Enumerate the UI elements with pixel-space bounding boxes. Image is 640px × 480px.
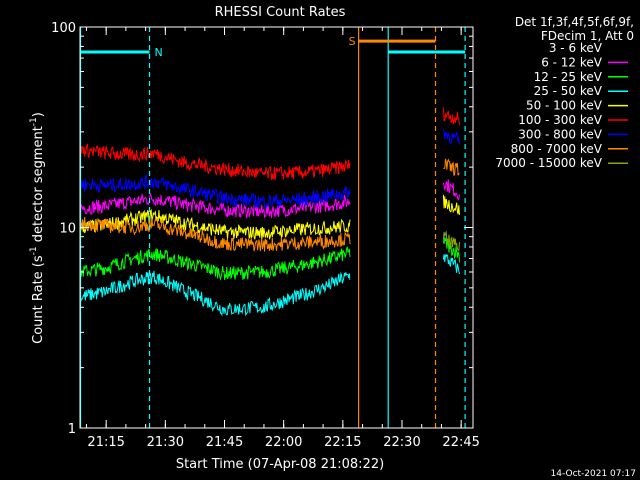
y-axis-label-mid: detector segment [31,126,46,246]
series-line-4-seg-1 [80,270,351,317]
y-tick-label-1: 1 [68,422,76,437]
series-line-5-seg-2 [442,194,460,215]
x-axis-label: Start Time (07-Apr-08 21:08:22) [176,457,384,472]
series-line-3-seg-2 [442,237,460,263]
series-line-7-seg-1 [80,173,351,209]
series-line-8-seg-2 [443,158,460,177]
marker-label-2: S [349,35,356,48]
series-layer [80,107,460,317]
series-line-6-seg-1 [80,143,351,181]
series-7 [80,129,460,209]
y-axis-label-sup2: -1 [29,117,39,126]
y-tick-label-3: 100 [51,21,76,36]
marker-label-1: N [155,46,163,59]
legend-label-8: 800 - 7000 keV [511,142,603,156]
x-tick-label-4: 22:00 [265,435,302,450]
series-line-4-seg-2 [442,254,460,275]
timestamp: 14-Oct-2021 07:17 [551,469,636,479]
series-6 [80,107,460,181]
series-line-2-seg-2 [442,179,460,201]
series-line-8-seg-1 [80,216,351,252]
legend-label-6: 100 - 300 keV [518,113,602,127]
y-tick-label-2: 10 [59,222,76,237]
series-line-6-seg-2 [442,107,460,125]
legend-header-line2: FDecim 1, Att 0 [541,29,634,43]
series-4 [80,254,460,317]
legend-label-3: 12 - 25 keV [534,70,603,84]
x-tick-label-5: 22:15 [324,435,361,450]
x-tick-label-2: 21:30 [147,435,184,450]
x-tick-label-3: 21:45 [206,435,243,450]
y-axis-label: Count Rate (s-1 detector segment-1) [29,112,46,344]
legend: Det 1f,3f,4f,5f,6f,9f, FDecim 1, Att 0 3… [495,15,634,170]
y-axis-label-main: Count Rate (s [31,255,46,344]
series-line-3-seg-1 [80,246,351,281]
legend-label-5: 50 - 100 keV [526,99,603,113]
y-axis-label-sup1: -1 [29,246,39,255]
x-tick-label-6: 22:30 [383,435,420,450]
legend-header-line1: Det 1f,3f,4f,5f,6f,9f, [515,15,634,29]
series-3 [80,237,460,281]
series-9 [442,230,460,253]
legend-label-4: 25 - 50 keV [534,84,603,98]
marker-layer: NS [79,27,466,428]
series-8 [80,158,460,252]
chart-title: RHESSI Count Rates [215,5,346,20]
series-line-7-seg-2 [442,129,460,146]
legend-label-1: 3 - 6 keV [549,41,603,55]
series-line-1-seg-1 [80,253,351,297]
legend-label-2: 6 - 12 keV [541,55,603,69]
legend-label-7: 300 - 800 keV [518,127,602,141]
x-tick-label-7: 22:45 [442,435,479,450]
legend-label-9: 7000 - 15000 keV [495,156,602,170]
series-line-5-seg-1 [80,208,351,240]
series-line-9-seg-1 [442,230,460,253]
y-axis-label-end: ) [31,112,46,117]
axis-layer: 1 10 100 21:15 21:30 21:45 22:00 22:15 22:30 22:4… [51,21,480,450]
x-tick-label-1: 21:15 [87,435,124,450]
series-5 [80,194,460,240]
